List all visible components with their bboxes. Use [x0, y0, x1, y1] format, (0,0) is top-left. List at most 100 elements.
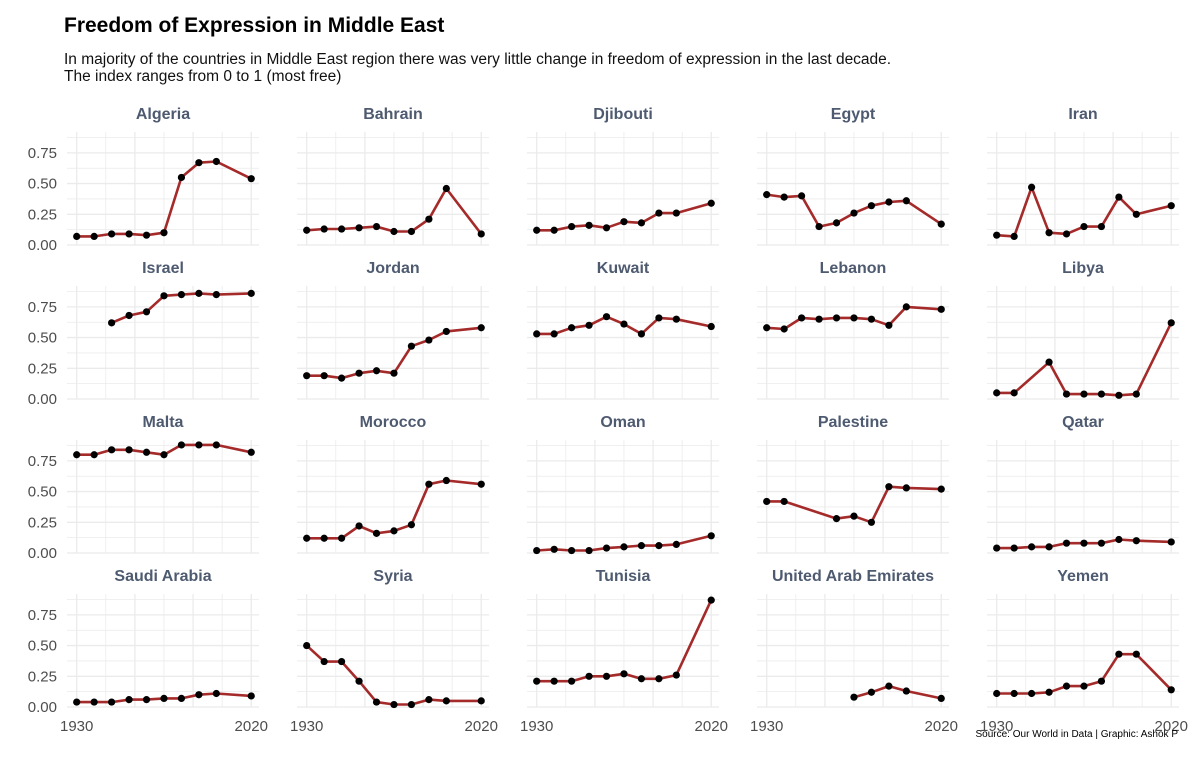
data-point [355, 677, 363, 685]
series-line-kuwait [536, 315, 712, 336]
data-point [672, 671, 680, 679]
y-tick-label: 0.25 [28, 514, 57, 531]
series-line-qatar [996, 538, 1172, 550]
y-tick-label: 0.75 [28, 453, 57, 470]
data-point [372, 222, 381, 231]
data-point [177, 694, 186, 703]
data-point [707, 199, 715, 207]
data-point [1132, 537, 1140, 545]
y-tick-label: 0.00 [28, 237, 57, 254]
series-line-tunisia [536, 599, 713, 683]
data-point [637, 675, 646, 683]
data-point [442, 476, 450, 485]
data-point [372, 698, 381, 706]
x-tick-label: 2020 [1155, 718, 1188, 735]
series-line-egypt [766, 193, 942, 228]
data-point [533, 677, 541, 685]
data-point [90, 232, 98, 241]
facet-title-libya: Libya [1062, 260, 1104, 277]
y-tick-label: 0.00 [28, 391, 57, 408]
data-point [780, 325, 788, 333]
facet-title-jordan: Jordan [366, 260, 419, 277]
data-point [108, 319, 116, 327]
data-point [655, 675, 663, 683]
data-point [815, 315, 823, 323]
x-tick-label: 1930 [980, 718, 1013, 735]
data-point [1167, 538, 1175, 546]
data-point [1010, 544, 1018, 552]
data-point [1045, 229, 1053, 237]
data-point [90, 451, 98, 459]
data-point [195, 159, 203, 167]
data-point [125, 311, 133, 320]
data-point [602, 544, 611, 552]
panel-libya: Libya [987, 260, 1179, 400]
data-point [867, 315, 876, 323]
data-point [850, 314, 858, 322]
data-point [672, 209, 680, 217]
data-point [620, 670, 628, 678]
data-point [780, 497, 788, 506]
data-point [1045, 543, 1053, 551]
y-tick-label: 0.25 [28, 206, 57, 223]
data-point [602, 224, 611, 232]
series-line-oman [536, 534, 712, 552]
data-point [73, 232, 81, 241]
panel-kuwait: Kuwait [527, 260, 719, 400]
data-point [798, 314, 806, 322]
data-point [425, 480, 433, 488]
panel-saudi-arabia: Saudi Arabia 0.00 0.25 0.50 0.75 1930 2020 [28, 568, 268, 735]
data-point [142, 308, 151, 316]
data-point [1010, 232, 1018, 241]
data-point [815, 222, 823, 231]
subtitle-line-2: The index ranges from 0 to 1 (most free) [64, 68, 342, 85]
y-tick-label: 0.50 [28, 638, 57, 655]
x-tick-label: 1930 [520, 718, 553, 735]
data-point [585, 221, 593, 229]
data-point [212, 290, 220, 299]
data-point [390, 700, 398, 709]
data-point [585, 672, 593, 680]
data-point [533, 226, 541, 234]
data-point [885, 483, 893, 491]
data-point [568, 324, 576, 332]
data-point [1045, 688, 1053, 696]
data-point [937, 305, 945, 313]
facet-title-tunisia: Tunisia [596, 568, 651, 585]
panel-egypt: Egypt [757, 106, 949, 246]
data-point [1132, 210, 1140, 218]
data-point [125, 446, 133, 454]
data-point [1080, 222, 1088, 231]
data-point [937, 485, 945, 493]
y-tick-label: 0.75 [28, 145, 57, 162]
data-point [338, 657, 346, 666]
data-point [832, 515, 841, 523]
data-point [142, 696, 151, 704]
panel-djibouti: Djibouti [527, 106, 719, 246]
data-point [407, 342, 416, 350]
data-point [902, 303, 910, 311]
data-point [1167, 202, 1175, 210]
data-point [1097, 677, 1106, 685]
y-tick-label: 0.75 [28, 299, 57, 316]
series-line-malta [76, 443, 252, 457]
data-point [1062, 682, 1071, 690]
series-line-bahrain [306, 187, 483, 235]
panel-tunisia: Tunisia 1930 2020 [520, 568, 728, 735]
data-point [212, 157, 220, 166]
y-tick-label: 0.50 [28, 330, 57, 347]
data-point [108, 698, 116, 706]
series-line-iran [996, 186, 1172, 238]
data-point [798, 192, 806, 200]
data-point [1132, 390, 1140, 398]
data-point [160, 292, 168, 300]
y-tick-label: 0.50 [28, 176, 57, 193]
data-point [885, 198, 893, 206]
data-point [1115, 650, 1123, 658]
data-point [1080, 539, 1088, 547]
data-point [1062, 539, 1071, 547]
data-point [620, 543, 628, 551]
facet-title-oman: Oman [600, 414, 645, 431]
data-point [867, 518, 876, 526]
